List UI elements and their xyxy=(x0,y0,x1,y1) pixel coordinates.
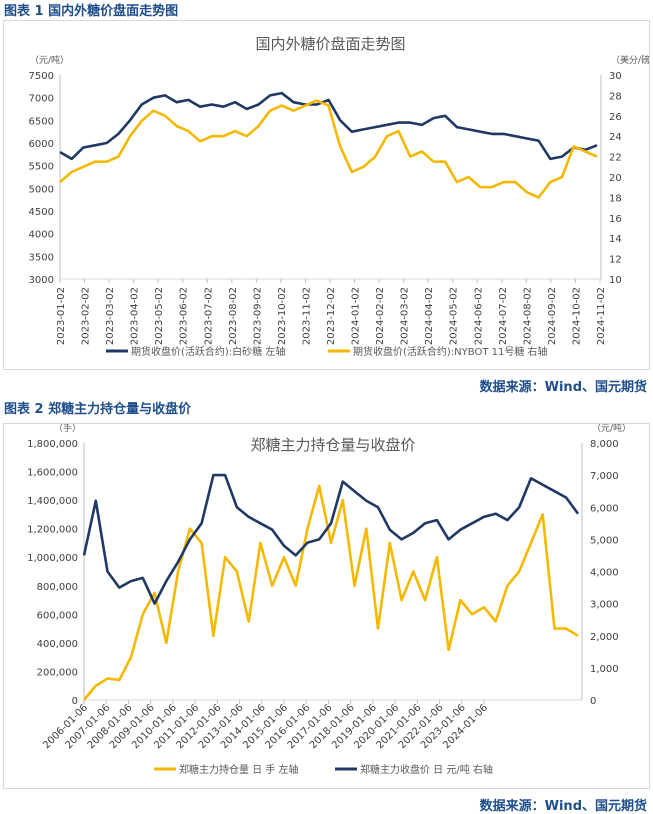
y-axis-right-label: （美分/磅） xyxy=(611,54,649,66)
y-tick-left: 4000 xyxy=(29,230,54,241)
series-line-0 xyxy=(82,484,579,701)
y-tick-right: 16 xyxy=(609,214,622,225)
x-tick-label: 2023-08-02 xyxy=(228,287,239,345)
x-tick-label: 2023-11-02 xyxy=(301,287,312,345)
x-tick-label: 2023-05-02 xyxy=(154,287,165,345)
x-tick-label: 2024-03-02 xyxy=(400,287,411,345)
x-tick-label: 2023-03-02 xyxy=(105,287,116,345)
x-tick-label: 2024-10-02 xyxy=(571,287,582,345)
legend-label-1: 期货收盘价(活跃合约):NYBOT 11号糖 右轴 xyxy=(353,345,548,358)
y-tick-right: 7,000 xyxy=(590,471,619,482)
y-tick-left: 1,800,000 xyxy=(27,439,78,450)
y-tick-right: 0 xyxy=(590,696,596,707)
chart-title: 郑糖主力持仓量与收盘价 xyxy=(250,436,415,454)
x-tick-label: 2023-06-02 xyxy=(179,287,190,345)
figure-2-caption: 图表 2 郑糖主力持仓量与收盘价 xyxy=(4,402,192,417)
chart-1: 国内外糖价盘面走势图 （元/吨） （美分/磅） 3000 3500 4000 4500 500… xyxy=(29,35,653,358)
y-tick-left: 5500 xyxy=(29,162,54,173)
y-tick-left: 3000 xyxy=(29,275,54,286)
x-tick-label: 2024-06-02 xyxy=(473,287,484,345)
y-tick-right: 26 xyxy=(609,112,622,123)
y-axis-left-label: （元/吨） xyxy=(30,54,69,66)
legend-label-0: 期货收盘价(活跃合约):白砂糖 左轴 xyxy=(131,345,285,358)
y-tick-left: 1,400,000 xyxy=(27,496,78,507)
series-line-1 xyxy=(59,99,598,199)
y-tick-right: 10 xyxy=(609,275,622,286)
y-tick-right: 2,000 xyxy=(590,632,619,643)
y-tick-left: 3500 xyxy=(29,252,54,263)
figure-1-source: 数据来源：Wind、国元期货 xyxy=(479,380,647,395)
x-tick-label: 2024-04-02 xyxy=(424,287,435,345)
y-tick-right: 30 xyxy=(609,71,622,82)
y-tick-right: 5,000 xyxy=(590,535,619,546)
y-tick-right: 14 xyxy=(609,234,622,245)
series-line-0 xyxy=(59,91,598,161)
y-axis-left-label: （手） xyxy=(54,424,81,434)
y-tick-left: 7000 xyxy=(29,94,54,105)
figure-2-source: 数据来源：Wind、国元期货 xyxy=(479,799,647,814)
y-tick-left: 200,000 xyxy=(37,667,78,678)
chart-2-frame: 郑糖主力持仓量与收盘价 （手） （元/吨） 0 200,000 400,000 600,00… xyxy=(3,422,650,789)
x-tick-label: 2023-12-02 xyxy=(326,287,337,345)
y-tick-right: 18 xyxy=(609,193,622,204)
y-tick-left: 5000 xyxy=(29,184,54,195)
chart-title: 国内外糖价盘面走势图 xyxy=(255,35,405,53)
x-tick-label: 2023-02-02 xyxy=(81,287,92,345)
y-tick-left: 7500 xyxy=(29,71,54,82)
y-tick-right: 22 xyxy=(609,153,622,164)
y-tick-right: 12 xyxy=(609,255,622,266)
x-tick-label: 2024-05-02 xyxy=(449,287,460,345)
y-tick-left: 600,000 xyxy=(37,610,78,621)
y-tick-left: 1,000,000 xyxy=(27,553,78,564)
y-tick-right: 8,000 xyxy=(590,439,619,450)
y-axis-right-label: （元/吨） xyxy=(592,424,631,434)
y-tick-left: 1,600,000 xyxy=(27,468,78,479)
legend-label-1: 郑糖主力收盘价 日 元/吨 右轴 xyxy=(360,763,493,776)
y-tick-right: 6,000 xyxy=(590,503,619,514)
y-tick-right: 1,000 xyxy=(590,664,619,675)
x-tick-label: 2024-11-02 xyxy=(596,287,607,345)
series-line-1 xyxy=(82,473,580,605)
legend-label-0: 郑糖主力持仓量 日 手 左轴 xyxy=(179,763,299,776)
figure-1-caption: 图表 1 国内外糖价盘面走势图 xyxy=(4,4,179,19)
y-tick-right: 4,000 xyxy=(590,568,619,579)
x-tick-label: 2023-07-02 xyxy=(203,287,214,345)
x-tick-label: 2024-09-02 xyxy=(547,287,558,345)
x-tick-label: 2024-08-02 xyxy=(522,287,533,345)
y-tick-left: 6000 xyxy=(29,139,54,150)
x-tick-label: 2023-04-02 xyxy=(130,287,141,345)
x-tick-label: 2024-02-02 xyxy=(375,287,386,345)
x-tick-label: 2024-01-02 xyxy=(351,287,362,345)
x-tick-label: 2023-01-02 xyxy=(56,287,67,345)
y-tick-left: 0 xyxy=(72,696,78,707)
chart-2: 郑糖主力持仓量与收盘价 （手） （元/吨） 0 200,000 400,000 600,00… xyxy=(27,422,631,776)
y-tick-left: 4500 xyxy=(29,207,54,218)
y-tick-right: 28 xyxy=(609,91,622,102)
chart-1-frame: 国内外糖价盘面走势图 （元/吨） （美分/磅） 3000 3500 4000 4500 500… xyxy=(3,20,653,370)
y-tick-left: 800,000 xyxy=(37,582,78,593)
y-tick-left: 400,000 xyxy=(37,639,78,650)
y-tick-right: 24 xyxy=(609,132,622,143)
x-tick-label: 2024-07-02 xyxy=(498,287,509,345)
y-tick-right: 20 xyxy=(609,173,622,184)
y-tick-left: 1,200,000 xyxy=(27,525,78,536)
y-tick-left: 6500 xyxy=(29,116,54,127)
x-tick-label: 2023-09-02 xyxy=(252,287,263,345)
x-tick-label: 2023-10-02 xyxy=(277,287,288,345)
y-tick-right: 3,000 xyxy=(590,600,619,611)
